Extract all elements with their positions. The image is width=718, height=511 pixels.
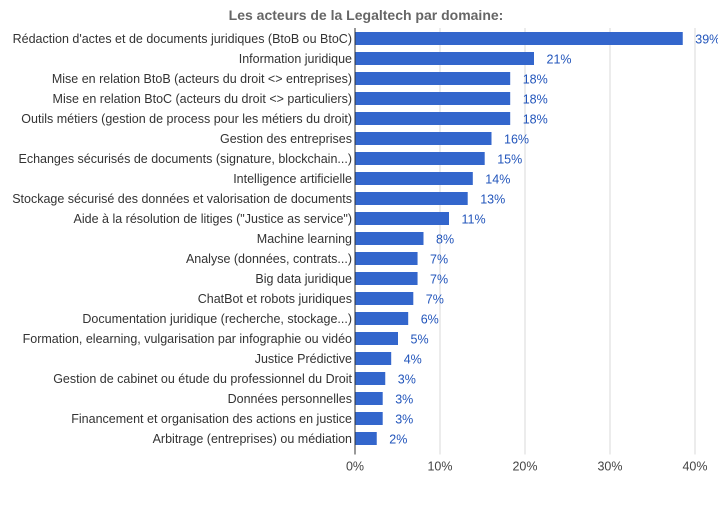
category-label: Mise en relation BtoC (acteurs du droit … (53, 92, 352, 106)
data-label: 5% (411, 333, 429, 347)
category-label: Big data juridique (255, 272, 352, 286)
bar (355, 92, 511, 105)
category-label: Information juridique (239, 52, 352, 66)
bar (355, 272, 418, 285)
bars (355, 32, 683, 445)
bar (355, 212, 449, 225)
x-tick-label: 20% (512, 460, 537, 474)
bar (355, 252, 418, 265)
data-label: 7% (430, 273, 448, 287)
x-tick-label: 40% (682, 460, 707, 474)
category-label: Gestion des entreprises (220, 132, 352, 146)
bar (355, 172, 473, 185)
category-label: Intelligence artificielle (233, 172, 352, 186)
category-label: Financement et organisation des actions … (71, 412, 352, 426)
x-tick-label: 10% (427, 460, 452, 474)
bar (355, 412, 383, 425)
data-label: 2% (389, 433, 407, 447)
category-label: Données personnelles (228, 392, 352, 406)
data-label: 39% (695, 33, 718, 47)
data-label: 16% (504, 133, 529, 147)
data-label: 18% (523, 93, 548, 107)
category-label: Gestion de cabinet ou étude du professio… (53, 372, 352, 386)
category-label: Outils métiers (gestion de process pour … (21, 112, 352, 126)
bar (355, 352, 392, 365)
category-label: Mise en relation BtoB (acteurs du droit … (52, 72, 352, 86)
data-label: 3% (398, 373, 416, 387)
x-axis-ticks: 0% 10% 20% 30% 40% (346, 460, 708, 474)
bar (355, 52, 534, 65)
bar (355, 372, 386, 385)
category-labels: Rédaction d'actes et de documents juridi… (12, 32, 352, 446)
data-label: 14% (485, 173, 510, 187)
category-label: Arbitrage (entreprises) ou médiation (153, 432, 352, 446)
category-label: Echanges sécurisés de documents (signatu… (18, 152, 352, 166)
category-label: Documentation juridique (recherche, stoc… (82, 312, 352, 326)
bar (355, 112, 511, 125)
bar (355, 152, 485, 165)
bar (355, 392, 383, 405)
data-label: 13% (480, 193, 505, 207)
data-label: 3% (395, 413, 413, 427)
bar (355, 72, 511, 85)
bar (355, 432, 377, 445)
bar (355, 312, 409, 325)
data-label: 21% (547, 53, 572, 67)
data-label: 7% (430, 253, 448, 267)
data-label: 3% (395, 393, 413, 407)
category-label: Stockage sécurisé des données et valoris… (12, 192, 352, 206)
bar (355, 232, 424, 245)
data-label: 11% (462, 213, 486, 227)
data-label: 4% (404, 353, 422, 367)
data-label: 6% (421, 313, 439, 327)
data-label: 18% (523, 113, 548, 127)
bar (355, 32, 683, 45)
category-label: Machine learning (257, 232, 352, 246)
data-label: 18% (523, 73, 548, 87)
category-label: Justice Prédictive (255, 352, 352, 366)
value-labels: 39% 21% 18% 18% 18% 16% 15% 14% 13% 11% 8% 7% 7% 7% 6%… (389, 33, 718, 447)
bar (355, 192, 468, 205)
bar (355, 332, 398, 345)
category-label: ChatBot et robots juridiques (198, 292, 352, 306)
category-label: Aide à la résolution de litiges ("Justic… (74, 212, 352, 226)
x-tick-label: 0% (346, 460, 364, 474)
bar (355, 292, 414, 305)
bar (355, 132, 492, 145)
data-label: 7% (426, 293, 444, 307)
category-label: Formation, elearning, vulgarisation par … (23, 332, 352, 346)
category-label: Analyse (données, contrats...) (186, 252, 352, 266)
data-label: 8% (436, 233, 454, 247)
x-tick-label: 30% (597, 460, 622, 474)
data-label: 15% (497, 153, 522, 167)
category-label: Rédaction d'actes et de documents juridi… (13, 32, 352, 46)
chart-title: Les acteurs de la Legaltech par domaine: (229, 7, 504, 23)
